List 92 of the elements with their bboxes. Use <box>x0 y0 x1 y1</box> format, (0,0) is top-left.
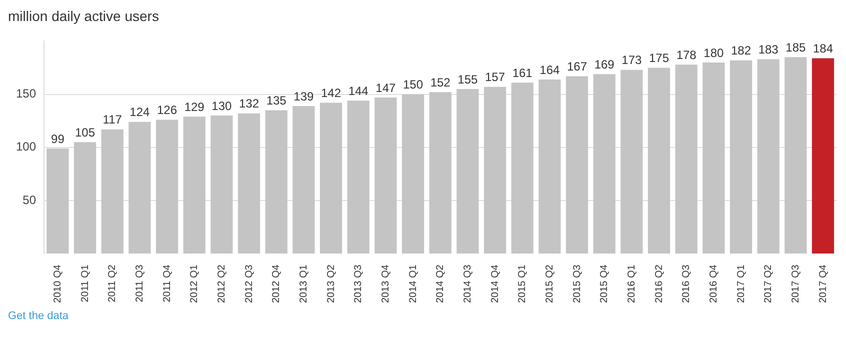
bar <box>812 58 834 254</box>
x-tick-label: 2017 Q1 <box>736 264 747 304</box>
x-tick-label: 2011 Q1 <box>80 264 91 302</box>
data-label: 175 <box>648 51 670 66</box>
data-label: 184 <box>812 42 834 56</box>
bar <box>402 94 424 254</box>
x-tick-label: 2014 Q3 <box>462 264 474 304</box>
data-label: 155 <box>458 72 478 86</box>
data-label: 99 <box>51 132 65 146</box>
data-label: 173 <box>622 53 642 68</box>
x-tick-label: 2015 Q3 <box>572 264 583 304</box>
bar <box>238 113 260 254</box>
bar <box>566 76 588 254</box>
x-tick-label: 2012 Q2 <box>216 264 228 304</box>
x-tick-label: 2015 Q2 <box>544 264 556 304</box>
data-label: 169 <box>594 57 615 72</box>
bar <box>757 59 780 254</box>
data-label: 144 <box>348 84 369 98</box>
text: Get the data <box>8 310 70 322</box>
x-tick-label: 2014 Q2 <box>435 264 446 304</box>
x-tick-label: 2014 Q4 <box>490 264 501 304</box>
bar <box>46 148 69 254</box>
bar <box>730 60 752 254</box>
x-tick-label: 2012 Q4 <box>271 264 282 304</box>
data-label: 130 <box>212 98 232 113</box>
data-label: 129 <box>184 100 205 114</box>
x-tick-label: 2016 Q3 <box>681 264 692 304</box>
bar <box>538 79 561 254</box>
data-label: 161 <box>512 66 533 80</box>
bar <box>347 100 370 254</box>
y-tick-label: 50 <box>22 192 36 207</box>
data-label: 167 <box>566 60 588 74</box>
x-tick-label: 2013 Q4 <box>380 264 392 304</box>
bar <box>784 57 807 254</box>
x-tick-label: 2016 Q1 <box>626 264 638 304</box>
x-tick-label: 2016 Q4 <box>708 264 720 304</box>
x-tick-label: 2014 Q1 <box>408 264 419 304</box>
x-tick-label: 2012 Q1 <box>189 264 200 304</box>
chart-title: million daily active users <box>8 8 160 24</box>
data-label: 135 <box>266 94 287 108</box>
bar <box>511 82 534 254</box>
data-label: 182 <box>730 44 752 58</box>
bar <box>429 92 452 254</box>
data-label: 164 <box>540 62 560 77</box>
x-tick-label: 2017 Q4 <box>818 264 829 304</box>
bar <box>484 86 506 254</box>
x-tick-label: 2010 Q4 <box>52 264 64 304</box>
x-tick-label: 2013 Q2 <box>326 264 337 304</box>
data-label: 126 <box>157 103 178 118</box>
x-tick-label: 2013 Q1 <box>298 264 310 304</box>
data-label: 152 <box>430 75 451 90</box>
x-tick-label: 2011 Q2 <box>107 264 118 302</box>
x-tick-label: 2011 Q4 <box>162 264 173 302</box>
x-tick-label: 2011 Q3 <box>134 264 146 302</box>
data-label: 183 <box>758 42 779 57</box>
data-label: 157 <box>484 70 506 84</box>
y-tick-label: 100 <box>16 140 36 154</box>
x-tick-label: 2013 Q3 <box>353 264 364 304</box>
bar <box>648 68 670 254</box>
data-label: 180 <box>704 46 724 60</box>
data-label: 105 <box>75 125 96 140</box>
bar <box>292 106 315 254</box>
x-tick-label: 2017 Q3 <box>790 264 802 304</box>
data-label: 132 <box>239 96 260 111</box>
bar <box>593 74 616 254</box>
x-tick-label: 2017 Q2 <box>763 264 774 304</box>
x-tick-label: 2012 Q3 <box>244 264 255 304</box>
bar <box>320 102 342 254</box>
data-label: 117 <box>102 112 122 127</box>
bar <box>210 116 233 254</box>
data-label: 139 <box>294 89 314 104</box>
bar <box>620 70 643 254</box>
data-label: 124 <box>130 105 150 120</box>
bar <box>675 64 698 254</box>
x-tick-label: 2015 Q4 <box>599 264 610 304</box>
bar <box>183 116 206 254</box>
bar <box>128 122 151 254</box>
bar <box>702 62 725 254</box>
data-label: 185 <box>786 40 806 54</box>
x-tick-label: 2016 Q2 <box>654 264 665 304</box>
bar <box>374 97 397 254</box>
data-label: 142 <box>321 86 342 100</box>
data-label: 178 <box>676 48 697 62</box>
data-label: 150 <box>402 78 424 92</box>
bar <box>74 142 96 254</box>
bar <box>456 89 479 254</box>
data-label: 147 <box>376 80 396 95</box>
bar <box>156 120 178 254</box>
x-tick-label: 2015 Q1 <box>517 264 528 304</box>
y-tick-label: 150 <box>16 86 36 101</box>
bar <box>265 110 288 254</box>
bar <box>101 129 124 254</box>
